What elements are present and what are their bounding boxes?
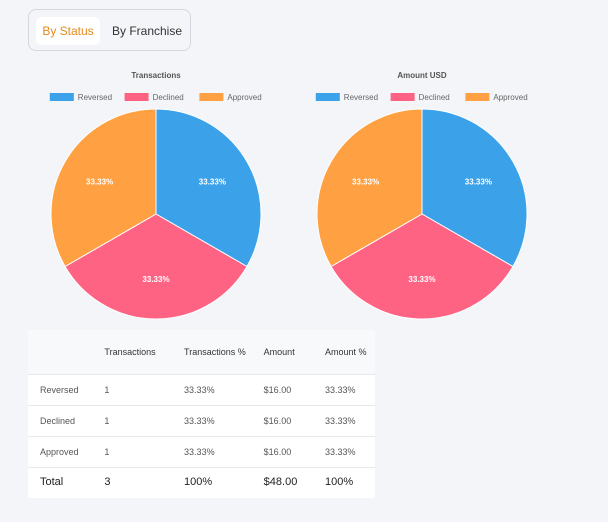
pie-slice-reversed[interactable] xyxy=(155,108,262,268)
row-amount-percent: 33.33% xyxy=(325,415,356,426)
transactions-pie-chart: Transactions Reversed Declined Approved 33.3… xyxy=(23,64,289,326)
amount-usd-pie-chart: Amount USD Reversed Declined Approved 33.33%… xyxy=(289,64,555,326)
pie-slice-approved[interactable] xyxy=(316,108,423,268)
row-category: Declined xyxy=(40,415,76,426)
legend-swatch-approved xyxy=(465,93,490,101)
row-transactions: 1 xyxy=(104,446,110,457)
amount-usd-pie-svg: Amount USD Reversed Declined Approved 33.33%… xyxy=(315,71,528,320)
legend-label-reversed: Reversed xyxy=(344,93,378,102)
row-transactions-percent: 33.33% xyxy=(184,415,215,426)
chart-title: Amount USD xyxy=(397,71,447,80)
legend-swatch-approved xyxy=(199,93,224,101)
row-transactions-percent: 33.33% xyxy=(184,446,215,457)
summary-table-card: Transactions Transactions % Amount Amoun… xyxy=(28,330,375,498)
total-transactions: 3 xyxy=(104,476,111,489)
legend-swatch-reversed xyxy=(315,93,340,101)
header-transactions-percent: Transactions % xyxy=(184,346,246,357)
row-amount-percent: 33.33% xyxy=(325,446,356,457)
row-category: Approved xyxy=(40,446,79,457)
row-transactions-percent: 33.33% xyxy=(184,384,215,395)
table-total-row: Total 3 100% $48.00 100% xyxy=(28,467,375,497)
legend-label-approved: Approved xyxy=(493,93,527,102)
row-category: Reversed xyxy=(40,384,79,395)
row-amount: $16.00 xyxy=(263,446,292,457)
slice-label-reversed: 33.33% xyxy=(199,177,226,186)
tab-by-status[interactable]: By Status xyxy=(36,17,100,45)
tab-by-franchise[interactable]: By Franchise xyxy=(111,24,183,38)
transactions-pie-svg: Transactions Reversed Declined Approved 33.3… xyxy=(49,71,262,320)
pie-slice-approved[interactable] xyxy=(50,108,157,268)
legend-swatch-declined xyxy=(124,93,149,101)
slice-label-reversed: 33.33% xyxy=(465,177,492,186)
legend-swatch-declined xyxy=(390,93,415,101)
table-row: Approved 1 33.33% $16.00 33.33% xyxy=(28,436,375,467)
legend-item-reversed[interactable]: Reversed xyxy=(315,93,378,102)
legend-label-declined: Declined xyxy=(419,93,450,102)
legend-item-approved[interactable]: Approved xyxy=(199,93,262,102)
table-row: Declined 1 33.33% $16.00 33.33% xyxy=(28,405,375,436)
summary-table: Transactions Transactions % Amount Amoun… xyxy=(28,330,375,497)
row-amount: $16.00 xyxy=(263,384,292,395)
table-header-row: Transactions Transactions % Amount Amoun… xyxy=(28,330,375,374)
row-transactions: 1 xyxy=(104,415,110,426)
total-transactions-percent: 100% xyxy=(184,476,213,489)
legend-label-declined: Declined xyxy=(153,93,184,102)
header-transactions: Transactions xyxy=(104,346,156,357)
chart-title: Transactions xyxy=(131,71,181,80)
pie-slice-reversed[interactable] xyxy=(421,108,528,268)
slice-label-approved: 33.33% xyxy=(86,177,113,186)
legend-label-reversed: Reversed xyxy=(78,93,112,102)
legend-item-reversed[interactable]: Reversed xyxy=(49,93,112,102)
slice-label-approved: 33.33% xyxy=(352,177,379,186)
row-amount: $16.00 xyxy=(263,415,292,426)
row-amount-percent: 33.33% xyxy=(325,384,356,395)
slice-label-declined: 33.33% xyxy=(408,275,435,284)
slice-label-declined: 33.33% xyxy=(142,275,169,284)
total-amount: $48.00 xyxy=(263,476,298,489)
legend-label-approved: Approved xyxy=(227,93,261,102)
row-transactions: 1 xyxy=(104,384,110,395)
header-amount-percent: Amount % xyxy=(325,346,367,357)
header-category xyxy=(28,330,104,374)
legend-swatch-reversed xyxy=(49,93,74,101)
legend-item-approved[interactable]: Approved xyxy=(465,93,528,102)
header-amount: Amount xyxy=(263,346,295,357)
total-amount-percent: 100% xyxy=(325,476,354,489)
legend-item-declined[interactable]: Declined xyxy=(390,93,450,102)
total-label: Total xyxy=(40,476,64,489)
table-row: Reversed 1 33.33% $16.00 33.33% xyxy=(28,374,375,405)
legend-item-declined[interactable]: Declined xyxy=(124,93,184,102)
view-tabs: By Status By Franchise xyxy=(28,9,191,51)
